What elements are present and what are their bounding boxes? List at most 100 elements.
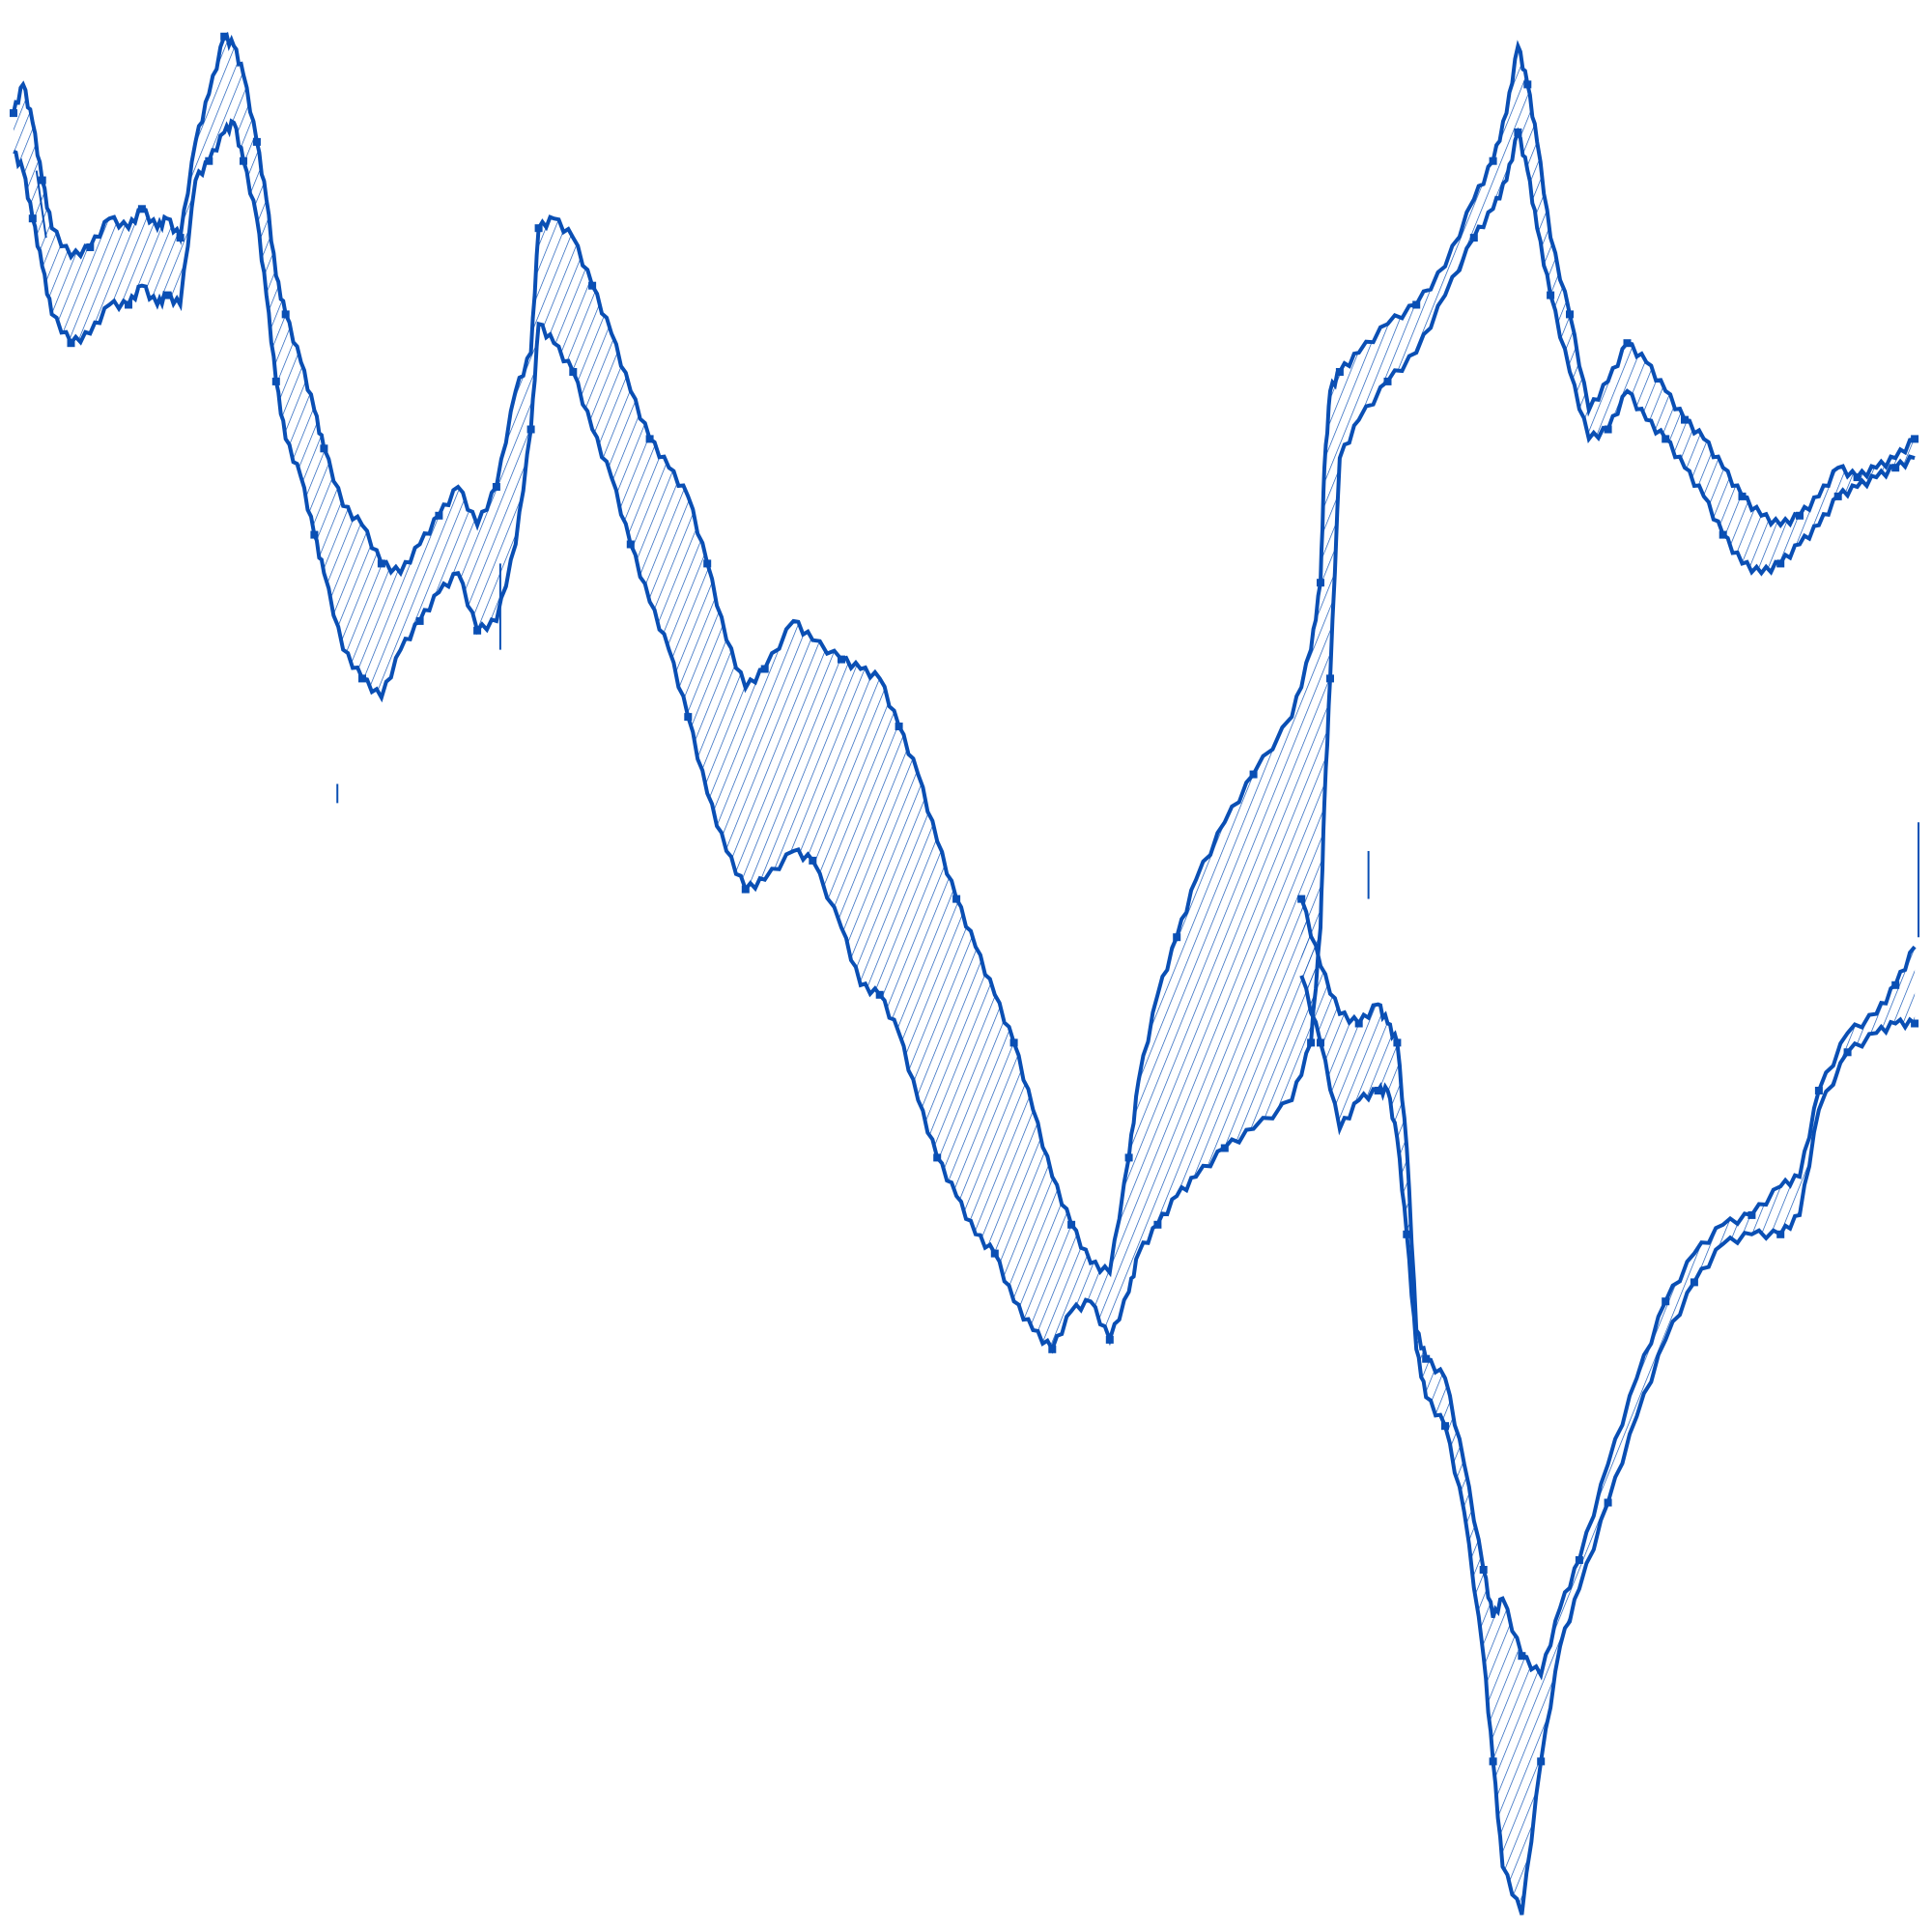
- band-area-0: [14, 35, 1916, 1350]
- band-point-0-165: [933, 1153, 942, 1162]
- band-point-0-150: [626, 540, 635, 549]
- band-point-0-63: [1067, 1220, 1076, 1229]
- band-point-0-114: [67, 339, 75, 348]
- band-point-1-24: [1747, 1210, 1756, 1219]
- band-point-0-210: [1776, 559, 1785, 568]
- band-point-0-75: [1317, 579, 1324, 587]
- band-point-0-60: [1009, 1038, 1018, 1047]
- band-point-0-198: [1547, 291, 1555, 299]
- band-point-1-30: [1891, 980, 1900, 989]
- band-point-0-0: [10, 109, 17, 118]
- band-point-0-168: [990, 1249, 999, 1258]
- band-point-0-156: [741, 885, 750, 894]
- band-upper-line-1: [1299, 897, 1917, 1681]
- band-point-0-135: [358, 674, 366, 683]
- band-point-0-138: [415, 616, 424, 625]
- band-point-1-12: [1479, 1566, 1488, 1574]
- band-point-1-39: [1403, 1230, 1411, 1238]
- band-point-0-51: [838, 655, 845, 664]
- band-point-0-96: [1681, 415, 1689, 424]
- band-point-0-180: [1220, 1144, 1229, 1152]
- band-point-0-204: [1662, 435, 1670, 443]
- band-point-1-57: [1776, 1230, 1785, 1238]
- band-point-1-18: [1575, 1556, 1583, 1564]
- bands-layer: [10, 31, 1919, 1916]
- band-point-0-9: [137, 205, 146, 213]
- band-point-0-129: [271, 377, 280, 385]
- band-point-1-21: [1662, 1297, 1670, 1306]
- band-point-0-57: [952, 895, 961, 903]
- band-point-0-174: [1105, 1335, 1114, 1344]
- band-point-0-3: [38, 176, 46, 185]
- band-point-1-27: [1814, 1087, 1823, 1094]
- band-point-0-81: [1412, 300, 1421, 309]
- band-point-0-54: [895, 723, 903, 730]
- band-point-0-171: [1048, 1345, 1057, 1353]
- band-point-1-48: [1537, 1757, 1546, 1766]
- band-point-1-33: [1317, 1038, 1324, 1047]
- band-point-0-183: [1307, 1038, 1316, 1047]
- band-point-0-72: [1249, 770, 1258, 779]
- band-point-0-84: [1489, 156, 1497, 165]
- band-point-0-27: [377, 559, 385, 568]
- band-point-1-60: [1843, 1048, 1852, 1057]
- band-lower-line-0: [13, 118, 1916, 1354]
- band-point-1-9: [1422, 1354, 1431, 1363]
- band-point-0-69: [1173, 933, 1181, 942]
- band-point-1-6: [1393, 1038, 1402, 1047]
- band-point-0-141: [473, 626, 482, 635]
- band-point-0-144: [526, 425, 535, 434]
- segment-0: [35, 170, 47, 239]
- band-area-1: [1301, 898, 1916, 1916]
- band-point-0-195: [1514, 128, 1522, 136]
- band-point-0-153: [684, 713, 693, 722]
- band-point-0-132: [310, 530, 319, 539]
- band-point-0-39: [588, 281, 597, 290]
- band-point-1-36: [1374, 1087, 1382, 1094]
- band-point-1-0: [1297, 895, 1306, 903]
- band-point-0-42: [645, 435, 654, 443]
- band-point-0-99: [1738, 492, 1747, 500]
- band-point-0-93: [1623, 339, 1632, 348]
- band-point-0-102: [1796, 511, 1804, 520]
- segments-layer: [35, 170, 1920, 938]
- band-point-0-33: [492, 483, 500, 491]
- band-point-0-24: [320, 444, 328, 453]
- band-point-0-216: [1891, 464, 1900, 472]
- band-point-0-192: [1469, 234, 1478, 242]
- band-point-0-126: [240, 156, 247, 165]
- band-point-0-18: [252, 137, 261, 146]
- band-point-0-189: [1383, 377, 1392, 385]
- band-point-0-45: [703, 559, 712, 568]
- band-point-1-42: [1441, 1422, 1449, 1431]
- band-point-0-147: [569, 368, 578, 376]
- band-point-0-201: [1604, 425, 1612, 434]
- band-point-0-162: [875, 990, 884, 999]
- band-point-0-123: [205, 156, 213, 165]
- band-point-0-108: [1911, 435, 1919, 443]
- band-point-0-15: [220, 32, 229, 41]
- band-point-0-30: [435, 511, 443, 520]
- band-point-0-36: [534, 224, 543, 233]
- band-point-1-45: [1489, 1757, 1497, 1766]
- band-point-0-159: [809, 856, 817, 865]
- band-point-0-21: [281, 310, 290, 319]
- band-point-0-207: [1719, 530, 1727, 539]
- band-point-0-12: [176, 234, 185, 242]
- band-point-0-87: [1523, 80, 1532, 89]
- band-point-0-66: [1124, 1153, 1133, 1162]
- band-point-1-3: [1354, 1019, 1363, 1028]
- band-point-0-6: [86, 243, 95, 251]
- band-point-1-54: [1690, 1278, 1698, 1287]
- band-point-0-48: [760, 665, 769, 673]
- band-point-1-63: [1911, 1019, 1919, 1028]
- band-point-1-15: [1518, 1652, 1526, 1661]
- band-lower-line-1: [1299, 975, 1917, 1916]
- band-point-1-51: [1604, 1498, 1612, 1507]
- band-point-0-213: [1833, 492, 1842, 500]
- band-point-0-120: [162, 291, 171, 299]
- band-point-0-105: [1853, 473, 1861, 482]
- band-point-0-177: [1153, 1220, 1162, 1229]
